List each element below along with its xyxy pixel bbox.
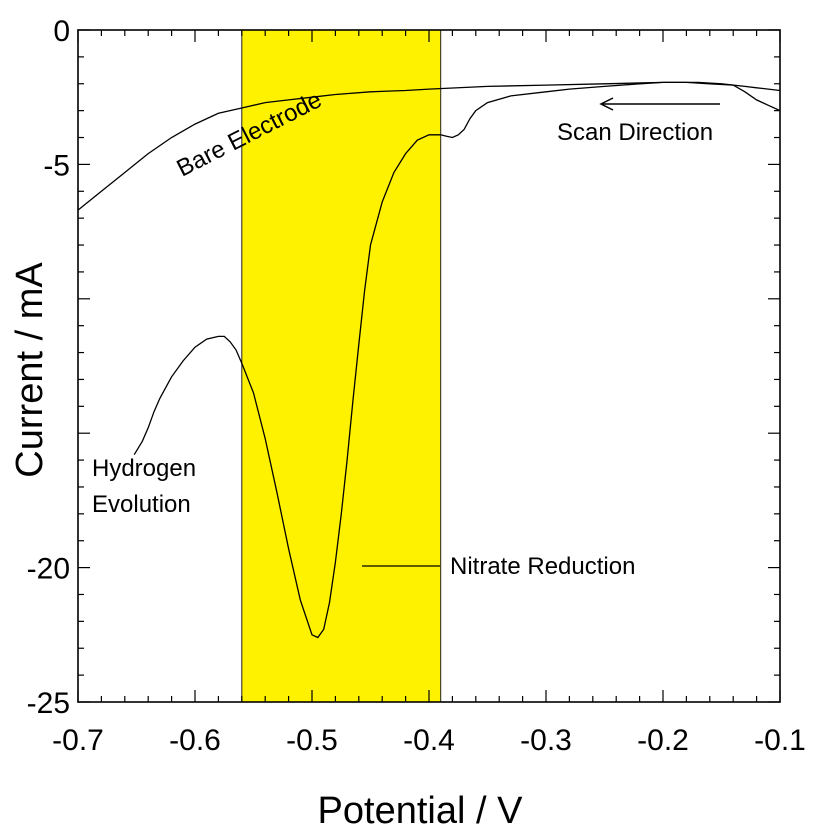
series-lines (77, 81, 781, 639)
x-tick-label: -0.2 (637, 724, 689, 757)
series-line-sample (133, 81, 781, 639)
axis-ticks (77, 29, 781, 703)
y-tick-label: 0 (53, 15, 70, 48)
scan-direction-arrow (599, 97, 720, 111)
y-axis-title: Current / mA (9, 262, 51, 478)
x-tick-label: -0.5 (286, 724, 338, 757)
scan-direction-label: Scan Direction (557, 119, 713, 146)
nitrate-reduction-label: Nitrate Reduction (450, 553, 635, 580)
x-tick-label: -0.6 (169, 724, 221, 757)
y-tick-label: -25 (27, 687, 70, 720)
x-tick-label: -0.4 (403, 724, 455, 757)
y-tick-label: -20 (27, 553, 70, 586)
x-tick-label: -0.1 (754, 724, 806, 757)
hydrogen-evolution-label-line2: Evolution (92, 491, 191, 518)
tick-labels: -0.7 -0.6 -0.5 -0.4 -0.3 -0.2 -0.1 0 -5 -20 -25 (27, 15, 806, 757)
x-tick-label: -0.7 (52, 724, 104, 757)
x-tick-label: -0.3 (520, 724, 572, 757)
hydrogen-evolution-label-line1: Hydrogen (92, 455, 196, 482)
x-axis-title: Potential / V (318, 790, 524, 832)
highlight-band (241, 29, 442, 703)
y-tick-label: -5 (43, 149, 70, 182)
